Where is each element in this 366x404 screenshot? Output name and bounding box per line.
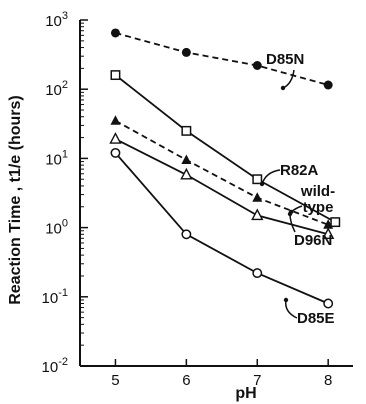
data-point-wild-type bbox=[323, 219, 334, 229]
data-point-d96n bbox=[180, 167, 193, 180]
data-point-d85n bbox=[110, 28, 120, 38]
data-point-wild-type bbox=[181, 154, 192, 164]
label-arrow-tip bbox=[259, 181, 265, 187]
y-tick-label: 102 bbox=[45, 79, 68, 99]
label-arrow-r82a bbox=[261, 169, 281, 185]
data-point-r82a bbox=[330, 217, 341, 228]
ticks: 5 6 7 8 103 102 101 100 10-1 10-2 bbox=[42, 10, 333, 389]
data-point-d85e bbox=[181, 229, 192, 240]
x-tick-label: 5 bbox=[111, 372, 119, 389]
label-arrow-d96n bbox=[289, 213, 296, 233]
x-tick-label: 7 bbox=[253, 372, 261, 389]
axes bbox=[79, 20, 353, 367]
series-labels: D85N R82A wild-type D96N D85E bbox=[259, 51, 335, 327]
data-point-d85n bbox=[323, 80, 333, 90]
y-axis-title: Reaction Time , t1/e (hours) bbox=[7, 95, 24, 305]
x-axis-title: pH bbox=[235, 385, 256, 402]
series-line-r82a bbox=[114, 74, 336, 223]
x-tick-label: 8 bbox=[324, 372, 332, 389]
label-arrow-tip bbox=[287, 211, 293, 217]
y-tick-label: 10-2 bbox=[42, 356, 68, 376]
data-point-d85n bbox=[181, 47, 191, 57]
data-point-d96n bbox=[109, 132, 122, 144]
data-point-d85e bbox=[323, 298, 334, 309]
series-label-wild-type: wild-type bbox=[300, 183, 335, 216]
label-arrow-tip bbox=[280, 85, 286, 91]
data-point-r82a bbox=[110, 70, 121, 81]
series-label-d85n: D85N bbox=[266, 51, 304, 68]
x-tick-label: 6 bbox=[182, 372, 190, 389]
label-arrow-d85e bbox=[284, 299, 298, 319]
data-point-wild-type bbox=[110, 115, 121, 125]
label-arrow-tip bbox=[283, 297, 289, 303]
data-point-wild-type bbox=[252, 192, 263, 202]
series-line-d85e bbox=[114, 152, 329, 305]
y-tick-label: 101 bbox=[45, 148, 68, 168]
y-tick-label: 10-1 bbox=[42, 287, 68, 307]
data-point-d96n bbox=[322, 227, 335, 240]
data-point-r82a bbox=[181, 125, 192, 136]
data-point-d85e bbox=[110, 147, 121, 158]
y-tick-label: 103 bbox=[45, 10, 68, 30]
series-line-wild-type bbox=[115, 119, 329, 226]
data-point-d85n bbox=[252, 61, 262, 71]
y-tick-label: 100 bbox=[45, 218, 68, 238]
data-point-d85e bbox=[252, 268, 263, 279]
series-label-d96n: D96N bbox=[294, 232, 332, 249]
series-line-d96n bbox=[115, 138, 329, 236]
series-label-r82a: R82A bbox=[280, 162, 319, 179]
data-point-d96n bbox=[251, 208, 264, 221]
data-point-r82a bbox=[252, 174, 263, 185]
series-label-d85e: D85E bbox=[297, 310, 335, 327]
